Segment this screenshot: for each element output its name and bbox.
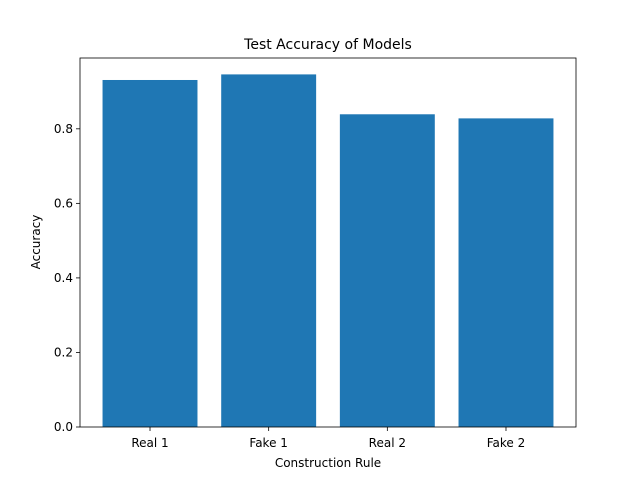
y-tick-label: 0.0 <box>54 420 73 434</box>
y-axis-title: Accuracy <box>29 215 43 270</box>
x-axis-title: Construction Rule <box>275 456 381 470</box>
x-tick-label: Real 2 <box>369 436 406 450</box>
y-axis-ticks: 0.0 0.2 0.4 0.6 0.8 <box>54 122 80 434</box>
plot-area-frame <box>79 57 577 428</box>
y-tick-label: 0.8 <box>54 122 73 136</box>
bar-fake-2 <box>458 118 554 427</box>
y-tick-label: 0.2 <box>54 345 73 359</box>
bar-fake-1 <box>221 74 317 428</box>
chart-title: Test Accuracy of Models <box>243 37 412 53</box>
x-tick-label: Fake 2 <box>487 436 526 450</box>
bar-real-2 <box>339 114 435 428</box>
y-tick-label: 0.4 <box>54 271 73 285</box>
y-tick-label: 0.6 <box>54 196 73 210</box>
x-axis-ticks: Real 1 Fake 1 Real 2 Fake 2 <box>131 427 525 450</box>
bar-real-1 <box>102 79 198 427</box>
x-tick-label: Real 1 <box>131 436 168 450</box>
x-tick-label: Fake 1 <box>249 436 288 450</box>
bar-group <box>102 74 554 428</box>
